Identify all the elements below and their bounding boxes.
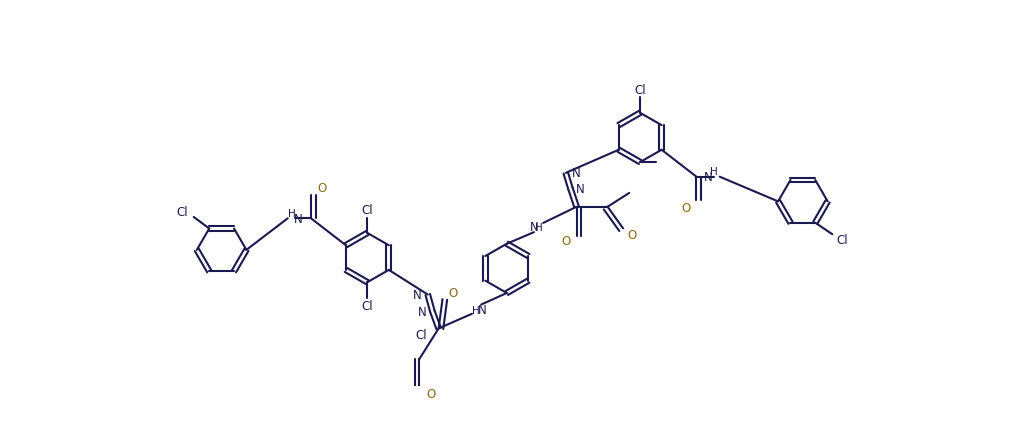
Text: N: N (414, 288, 422, 301)
Text: O: O (426, 388, 435, 401)
Text: H: H (535, 222, 543, 232)
Text: N: N (704, 171, 712, 184)
Text: O: O (681, 201, 690, 214)
Text: N: N (571, 167, 580, 180)
Text: O: O (628, 228, 637, 241)
Text: O: O (448, 287, 457, 300)
Text: O: O (317, 181, 326, 194)
Text: N: N (530, 221, 538, 234)
Text: Cl: Cl (176, 206, 188, 219)
Text: Cl: Cl (837, 233, 848, 247)
Text: H: H (710, 167, 717, 177)
Text: H: H (288, 208, 296, 218)
Text: O: O (561, 235, 570, 247)
Text: Cl: Cl (361, 204, 374, 217)
Text: N: N (477, 304, 487, 317)
Text: H: H (472, 305, 480, 315)
Text: Cl: Cl (634, 84, 646, 97)
Text: N: N (576, 182, 584, 195)
Text: N: N (293, 212, 303, 225)
Text: Cl: Cl (361, 299, 374, 312)
Text: Cl: Cl (416, 328, 427, 341)
Text: N: N (418, 305, 427, 318)
